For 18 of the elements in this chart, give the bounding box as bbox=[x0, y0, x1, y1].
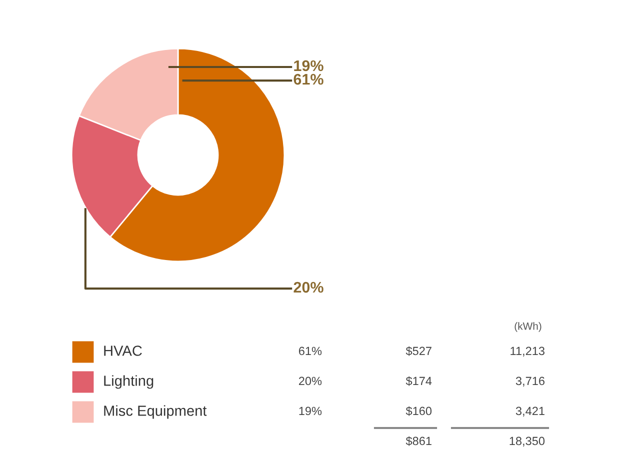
data-label: 61% bbox=[294, 74, 324, 85]
text: 20% bbox=[298, 376, 322, 386]
legend-label: HVAC bbox=[104, 346, 142, 356]
text: $174 bbox=[406, 376, 432, 386]
text: $527 bbox=[406, 346, 432, 356]
text: (kWh) bbox=[514, 322, 542, 332]
text: $160 bbox=[406, 406, 432, 416]
text: $861 bbox=[406, 436, 432, 446]
data-label: 20% bbox=[294, 282, 324, 293]
text: 11,213 bbox=[510, 346, 544, 357]
legend-label: Lighting bbox=[104, 375, 154, 389]
data-label: 19% bbox=[294, 60, 324, 72]
legend-label: Misc Equipment bbox=[104, 405, 207, 419]
text: 61% bbox=[298, 346, 322, 356]
text: 19% bbox=[299, 406, 322, 416]
text: 3,716 bbox=[516, 376, 544, 387]
text: 3,421 bbox=[516, 406, 544, 417]
text: 18,350 bbox=[510, 436, 545, 447]
